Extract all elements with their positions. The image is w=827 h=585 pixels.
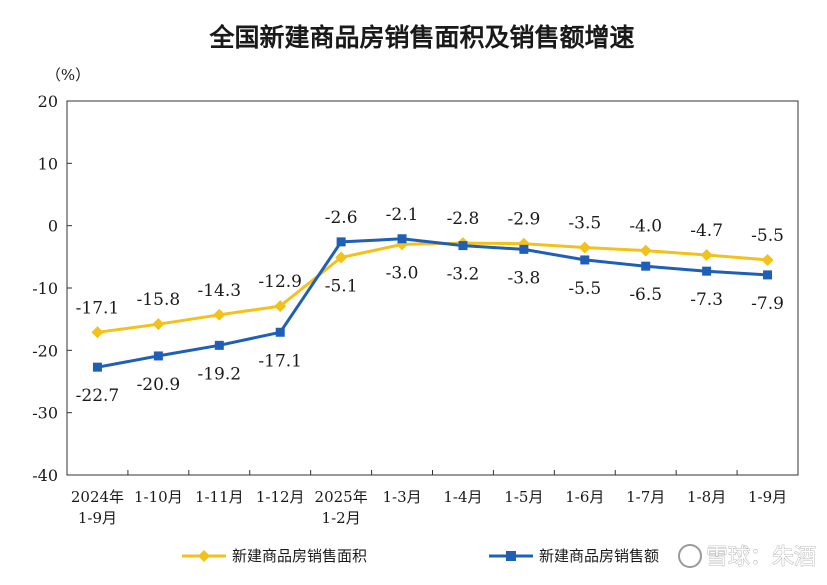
x-tick-label: 1-10月	[134, 488, 183, 506]
data-point-sales	[580, 255, 590, 265]
data-point-sales	[336, 237, 346, 247]
x-tick-label: 1-9月	[748, 488, 787, 506]
y-tick-label: -10	[32, 279, 58, 298]
data-point-sales	[153, 351, 163, 361]
chart-title: 全国新建商品房销售面积及销售额增速	[208, 23, 634, 52]
data-label-sales: -7.3	[690, 290, 723, 310]
x-axis-ticks: 2024年 1-9月 1-10月 1-11月 1-12月 2025年 1-2月 1-3月 1-4…	[71, 470, 787, 527]
y-tick-label: -40	[32, 466, 58, 485]
data-label-sales: -5.5	[568, 279, 601, 299]
data-point-sales	[519, 244, 529, 254]
data-point-area	[213, 308, 226, 321]
data-label-area: -4.7	[690, 221, 723, 241]
y-tick-label: -30	[32, 404, 58, 423]
series-line-sales	[97, 237, 768, 369]
data-point-sales	[397, 234, 407, 244]
data-point-area	[700, 248, 713, 261]
data-label-area: -12.9	[258, 272, 302, 292]
data-point-sales	[214, 340, 224, 350]
data-point-sales	[763, 270, 773, 280]
y-tick-label: 10	[38, 154, 58, 173]
data-label-area: -17.1	[76, 298, 120, 318]
watermark-text: 雪球：朱酒	[706, 545, 816, 570]
x-tick-label: 1-6月	[565, 488, 604, 506]
data-point-sales	[641, 261, 651, 271]
series-markers	[91, 234, 774, 372]
watermark-logo-icon	[678, 544, 702, 568]
data-label-area: -3.5	[568, 213, 601, 233]
data-label-sales: -3.2	[447, 265, 480, 285]
legend-item-sales: 新建商品房销售额	[489, 547, 659, 565]
y-axis-ticks: 20 10 0 -10 -20 -30 -40	[32, 92, 72, 485]
watermark: 雪球：朱酒	[678, 544, 816, 570]
y-axis-unit-label: （%）	[46, 66, 90, 84]
plot-area-border	[66, 100, 799, 476]
legend-label-area: 新建商品房销售面积	[232, 547, 367, 565]
data-label-area: -2.8	[447, 209, 480, 229]
data-point-area	[761, 253, 774, 266]
data-label-area: -3.0	[386, 263, 419, 283]
x-tick-label: 1-8月	[687, 488, 726, 506]
data-point-area	[639, 244, 652, 257]
legend: 新建商品房销售面积 新建商品房销售额	[182, 547, 659, 565]
data-label-area: -14.3	[197, 281, 241, 301]
x-tick-label: 2024年	[71, 488, 124, 506]
x-tick-label: 1-2月	[322, 509, 361, 527]
data-point-area	[274, 300, 287, 313]
data-labels: -17.1 -15.8 -14.3 -12.9 -5.1 -3.0 -2.8 -2.9 -3.5…	[76, 205, 784, 406]
data-label-sales: -6.5	[629, 285, 662, 305]
legend-diamond-icon	[198, 550, 210, 562]
legend-square-icon	[506, 551, 516, 561]
series-lines	[97, 237, 768, 369]
y-tick-label: -20	[32, 341, 58, 360]
data-point-sales	[275, 327, 285, 337]
x-tick-label: 1-12月	[256, 488, 305, 506]
data-label-sales: -2.6	[325, 208, 358, 228]
data-label-area: -4.0	[629, 217, 662, 237]
legend-label-sales: 新建商品房销售额	[539, 547, 659, 565]
x-tick-label: 1-9月	[78, 509, 117, 527]
data-label-sales: -17.1	[258, 351, 302, 371]
series-line-area	[97, 241, 768, 334]
x-tick-label: 1-11月	[195, 488, 244, 506]
data-label-sales: -22.7	[76, 386, 120, 406]
data-point-area	[578, 241, 591, 254]
data-label-sales: -7.9	[751, 294, 784, 314]
data-point-sales	[702, 266, 712, 276]
data-label-sales: -19.2	[197, 364, 241, 384]
data-label-sales: -2.1	[386, 205, 419, 225]
data-label-area: -2.9	[507, 210, 540, 230]
data-label-sales: -20.9	[137, 375, 181, 395]
x-tick-label: 1-7月	[626, 488, 665, 506]
data-label-sales: -3.8	[507, 268, 540, 288]
data-point-area	[335, 251, 348, 264]
y-tick-label: 0	[48, 217, 58, 236]
legend-item-area: 新建商品房销售面积	[182, 547, 367, 565]
x-tick-label: 2025年	[315, 488, 368, 506]
x-tick-label: 1-4月	[443, 488, 482, 506]
data-label-area: -15.8	[137, 290, 181, 310]
data-label-area: -5.1	[325, 276, 358, 296]
data-point-sales	[92, 362, 102, 372]
data-point-sales	[458, 241, 468, 251]
data-label-area: -5.5	[751, 226, 784, 246]
data-point-area	[152, 318, 165, 331]
y-tick-label: 20	[38, 92, 58, 111]
x-tick-label: 1-3月	[382, 488, 421, 506]
x-tick-label: 1-5月	[504, 488, 543, 506]
data-point-area	[91, 326, 104, 339]
